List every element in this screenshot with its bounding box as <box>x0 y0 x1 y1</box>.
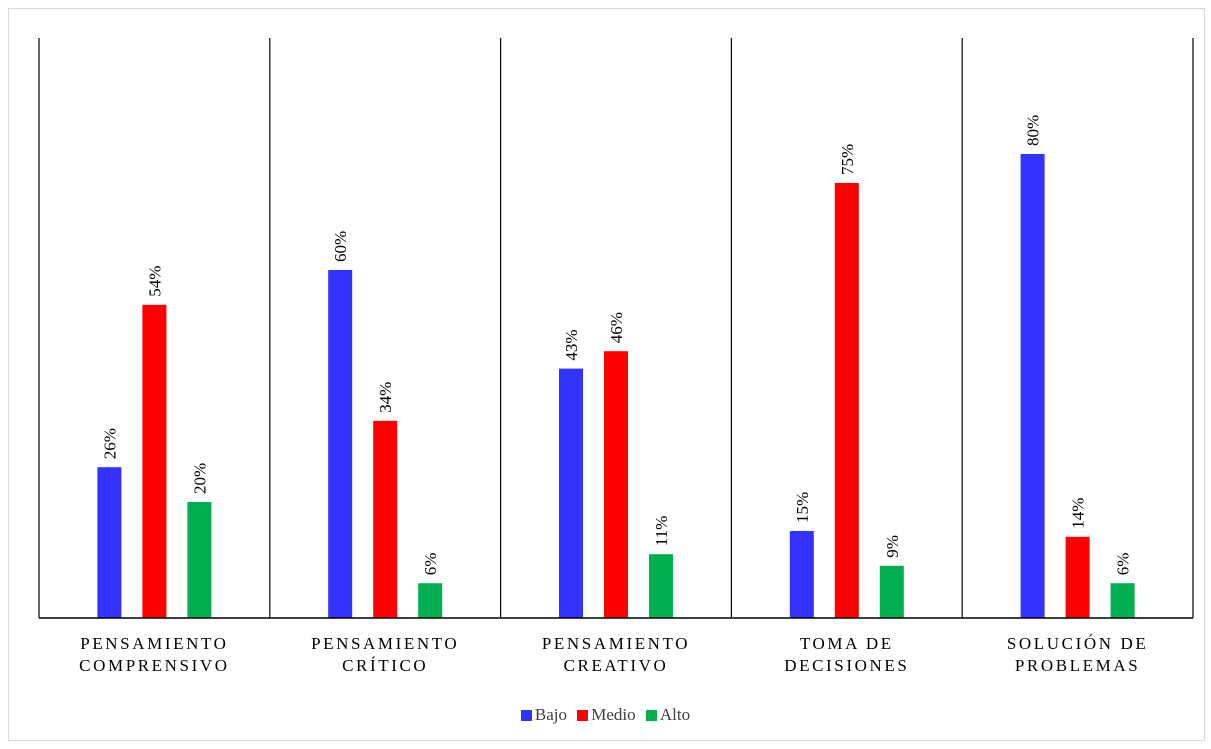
bar-medio-1 <box>373 420 398 618</box>
data-label-medio-4: 14% <box>1069 498 1088 529</box>
bar-medio-4 <box>1065 536 1090 618</box>
legend-item-alto: Alto <box>645 705 691 725</box>
legend-item-bajo: Bajo <box>520 705 567 725</box>
legend-swatch-alto <box>645 710 657 721</box>
bar-medio-2 <box>604 351 628 618</box>
category-label-line: PENSAMIENTO <box>542 634 690 653</box>
bar-alto-4 <box>1110 583 1135 618</box>
bar-bajo-3 <box>789 531 814 618</box>
data-label-alto-2: 11% <box>652 516 671 547</box>
legend-label-medio: Medio <box>591 705 636 724</box>
category-label-line: DECISIONES <box>784 656 909 675</box>
data-label-bajo-0: 26% <box>100 428 119 459</box>
category-label-line: CRÍTICO <box>342 656 428 675</box>
category-label-line: PENSAMIENTO <box>311 634 459 653</box>
category-label-1: PENSAMIENTO CRÍTICO <box>311 634 459 675</box>
legend-label-alto: Alto <box>659 705 691 724</box>
legend-label-bajo: Bajo <box>534 705 567 724</box>
legend-item-medio: Medio <box>577 705 636 725</box>
category-label-line: COMPRENSIVO <box>79 656 229 675</box>
data-label-bajo-2: 43% <box>562 329 581 360</box>
bar-alto-1 <box>418 583 443 618</box>
bar-alto-0 <box>187 502 212 618</box>
category-label-3: TOMA DE DECISIONES <box>784 634 909 675</box>
data-label-alto-0: 20% <box>190 463 209 494</box>
data-label-medio-1: 34% <box>376 382 395 413</box>
bar-bajo-0 <box>97 467 122 618</box>
bar-medio-3 <box>834 183 859 618</box>
data-label-bajo-4: 80% <box>1024 115 1043 146</box>
bar-alto-2 <box>649 554 673 618</box>
bar-medio-0 <box>142 304 167 618</box>
data-label-alto-4: 6% <box>1114 553 1133 576</box>
category-label-line: TOMA DE <box>800 634 894 653</box>
legend-swatch-bajo <box>520 710 532 721</box>
category-label-line: CREATIVO <box>564 656 669 675</box>
data-label-medio-2: 46% <box>607 312 626 343</box>
bar-bajo-4 <box>1020 154 1045 618</box>
category-label-line: PROBLEMAS <box>1015 656 1140 675</box>
category-label-line: SOLUCIÓN DE <box>1007 634 1148 653</box>
bar-bajo-2 <box>559 368 583 618</box>
data-label-bajo-1: 60% <box>331 231 350 262</box>
category-label-line: PENSAMIENTO <box>80 634 228 653</box>
data-label-medio-3: 75% <box>838 144 857 175</box>
data-label-bajo-3: 15% <box>793 492 812 523</box>
bar-alto-3 <box>879 565 904 618</box>
data-label-alto-1: 6% <box>421 553 440 576</box>
data-label-alto-3: 9% <box>883 535 902 558</box>
category-label-0: PENSAMIENTO COMPRENSIVO <box>79 634 229 675</box>
data-label-medio-0: 54% <box>145 266 164 297</box>
legend: Bajo Medio Alto <box>0 705 1211 725</box>
category-label-4: SOLUCIÓN DE PROBLEMAS <box>1007 634 1148 675</box>
bar-bajo-1 <box>328 270 353 618</box>
legend-swatch-medio <box>577 710 589 721</box>
category-label-2: PENSAMIENTO CREATIVO <box>542 634 690 675</box>
